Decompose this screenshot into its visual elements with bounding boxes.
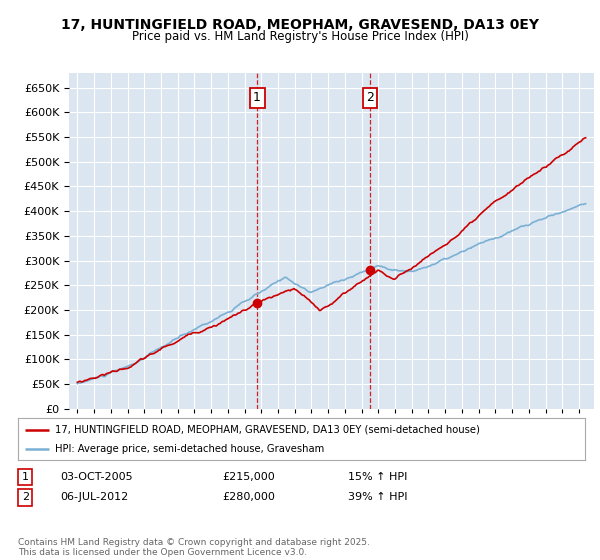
Text: 2: 2 — [22, 492, 29, 502]
Text: Price paid vs. HM Land Registry's House Price Index (HPI): Price paid vs. HM Land Registry's House … — [131, 30, 469, 43]
Text: £215,000: £215,000 — [222, 472, 275, 482]
Text: 2: 2 — [366, 91, 374, 105]
Text: 1: 1 — [253, 91, 261, 105]
Text: 17, HUNTINGFIELD ROAD, MEOPHAM, GRAVESEND, DA13 0EY (semi-detached house): 17, HUNTINGFIELD ROAD, MEOPHAM, GRAVESEN… — [55, 424, 480, 435]
Text: 03-OCT-2005: 03-OCT-2005 — [60, 472, 133, 482]
Text: 17, HUNTINGFIELD ROAD, MEOPHAM, GRAVESEND, DA13 0EY: 17, HUNTINGFIELD ROAD, MEOPHAM, GRAVESEN… — [61, 18, 539, 32]
Text: HPI: Average price, semi-detached house, Gravesham: HPI: Average price, semi-detached house,… — [55, 444, 324, 454]
Text: 15% ↑ HPI: 15% ↑ HPI — [348, 472, 407, 482]
Text: Contains HM Land Registry data © Crown copyright and database right 2025.
This d: Contains HM Land Registry data © Crown c… — [18, 538, 370, 557]
Text: 39% ↑ HPI: 39% ↑ HPI — [348, 492, 407, 502]
Text: 06-JUL-2012: 06-JUL-2012 — [60, 492, 128, 502]
Text: £280,000: £280,000 — [222, 492, 275, 502]
Text: 1: 1 — [22, 472, 29, 482]
